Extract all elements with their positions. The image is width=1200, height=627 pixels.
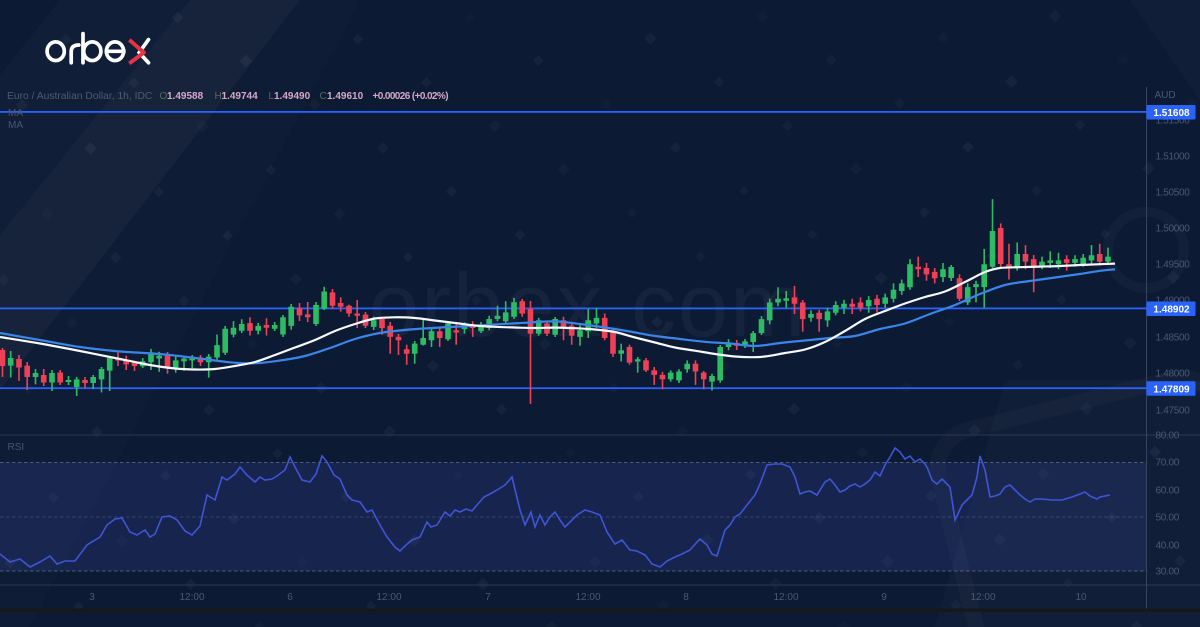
- svg-text:1.47500: 1.47500: [1156, 406, 1191, 417]
- svg-text:3: 3: [89, 592, 95, 603]
- svg-text:80.00: 80.00: [1156, 431, 1180, 442]
- svg-text:1.48902: 1.48902: [1153, 305, 1190, 316]
- svg-text:AUD: AUD: [1155, 90, 1176, 101]
- svg-text:1.49000: 1.49000: [1156, 296, 1191, 307]
- svg-text:1.51000: 1.51000: [1156, 152, 1191, 163]
- svg-text:30.00: 30.00: [1156, 567, 1180, 578]
- svg-text:8: 8: [683, 592, 689, 603]
- svg-text:1.51500: 1.51500: [1156, 116, 1191, 127]
- svg-text:70.00: 70.00: [1156, 458, 1180, 469]
- svg-text:MA: MA: [8, 120, 23, 131]
- svg-text:1.48500: 1.48500: [1156, 333, 1191, 344]
- svg-text:O: O: [160, 91, 168, 102]
- svg-text:7: 7: [485, 592, 491, 603]
- svg-text:1.50000: 1.50000: [1156, 224, 1191, 235]
- svg-text:H: H: [215, 91, 222, 102]
- svg-text:12:00: 12:00: [376, 592, 401, 603]
- svg-text:60.00: 60.00: [1156, 486, 1180, 497]
- svg-text:12:00: 12:00: [970, 592, 995, 603]
- svg-text:1.49490: 1.49490: [274, 91, 311, 102]
- svg-text:12:00: 12:00: [179, 592, 204, 603]
- svg-text:1.49744: 1.49744: [222, 91, 259, 102]
- svg-text:orbex.com: orbex.com: [369, 256, 807, 356]
- svg-text:6: 6: [287, 592, 293, 603]
- svg-text:1.47809: 1.47809: [1153, 384, 1190, 395]
- svg-text:12:00: 12:00: [575, 592, 600, 603]
- svg-text:50.00: 50.00: [1156, 513, 1180, 524]
- svg-text:MA: MA: [8, 108, 23, 119]
- svg-text:Euro / Australian Dollar, 1h,: Euro / Australian Dollar, 1h, IDC: [7, 91, 153, 102]
- svg-text:9: 9: [881, 592, 887, 603]
- svg-text:10: 10: [1075, 592, 1087, 603]
- svg-text:1.50500: 1.50500: [1156, 188, 1191, 199]
- svg-text:RSI: RSI: [8, 442, 25, 453]
- svg-text:1.48000: 1.48000: [1156, 369, 1191, 380]
- svg-text:40.00: 40.00: [1156, 541, 1180, 552]
- svg-text:C: C: [320, 91, 327, 102]
- svg-text:L: L: [269, 91, 275, 102]
- svg-text:1.51608: 1.51608: [1153, 108, 1190, 119]
- svg-text:+0.00026 (+0.02%): +0.00026 (+0.02%): [373, 91, 449, 102]
- svg-text:1.49500: 1.49500: [1156, 260, 1191, 271]
- svg-text:1.49610: 1.49610: [327, 91, 364, 102]
- svg-text:12:00: 12:00: [773, 592, 798, 603]
- svg-text:1.49588: 1.49588: [167, 91, 204, 102]
